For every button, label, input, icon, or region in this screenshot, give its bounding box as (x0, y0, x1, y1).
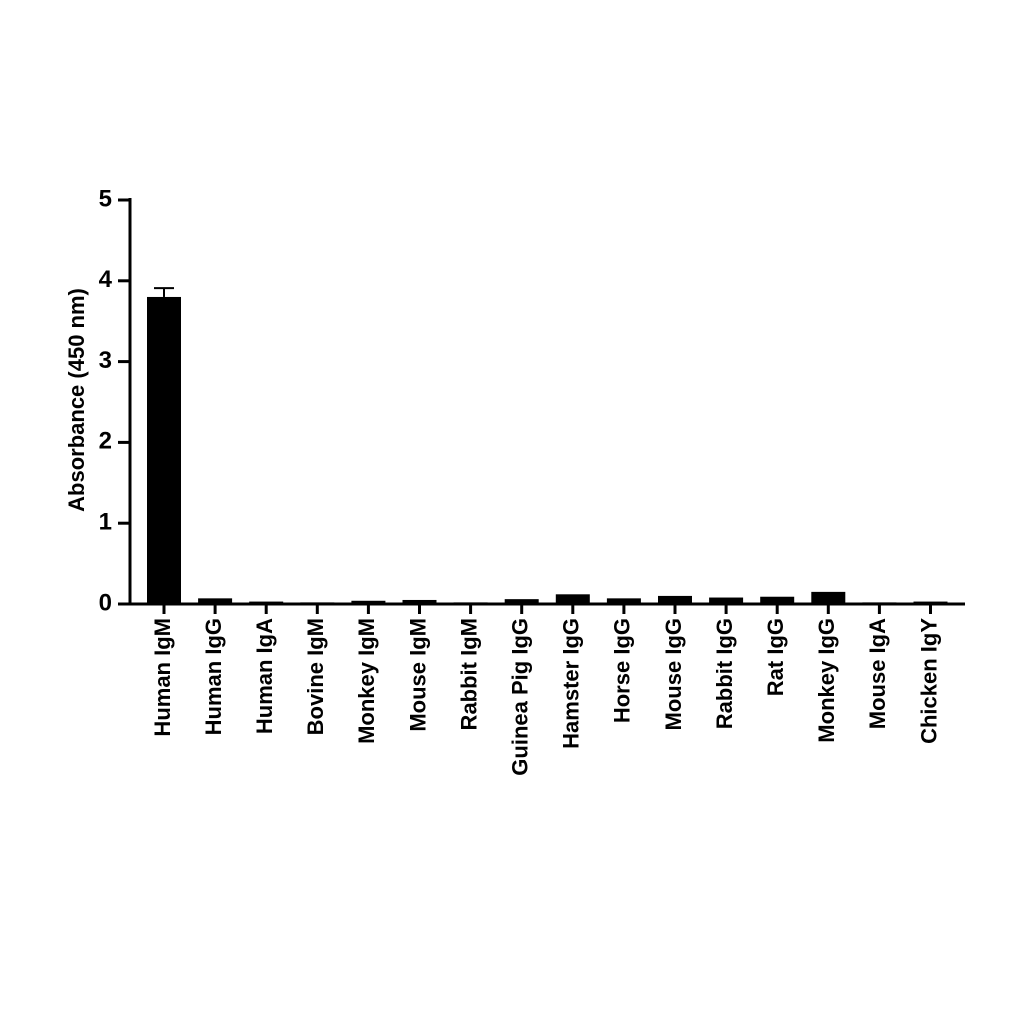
y-tick-label: 2 (99, 428, 112, 455)
x-tick-label: Mouse IgG (661, 618, 686, 730)
x-tick-label: Mouse IgA (865, 618, 890, 729)
x-tick-label: Mouse IgM (405, 618, 430, 732)
x-tick-label: Rabbit IgG (712, 618, 737, 729)
y-tick-label: 4 (99, 266, 113, 293)
x-tick-label: Rabbit IgM (456, 618, 481, 730)
x-tick-label: Monkey IgG (814, 618, 839, 743)
y-tick-label: 0 (99, 589, 112, 616)
x-tick-label: Human IgG (201, 618, 226, 735)
x-tick-label: Horse IgG (610, 618, 635, 723)
y-tick-label: 3 (99, 347, 112, 374)
x-tick-label: Human IgM (150, 618, 175, 737)
bar (760, 596, 795, 604)
bar (658, 595, 692, 604)
bar (198, 598, 233, 604)
bar (351, 600, 386, 604)
x-tick-label: Monkey IgM (354, 618, 379, 744)
x-tick-label: Chicken IgY (916, 618, 941, 744)
y-tick-label: 5 (99, 185, 112, 212)
y-tick-label: 1 (99, 509, 112, 536)
bar (504, 599, 539, 604)
x-tick-label: Hamster IgG (559, 618, 584, 749)
x-tick-label: Rat IgG (763, 618, 788, 696)
y-axis-label: Absorbance (450 nm) (64, 288, 89, 512)
bar (402, 599, 437, 604)
bar (147, 296, 181, 604)
bar (709, 597, 744, 604)
bar (555, 594, 590, 604)
bar (811, 591, 846, 604)
x-tick-label: Human IgA (252, 618, 277, 734)
x-tick-label: Bovine IgM (303, 618, 328, 735)
x-tick-label: Guinea Pig IgG (508, 618, 533, 776)
bar (606, 598, 641, 604)
